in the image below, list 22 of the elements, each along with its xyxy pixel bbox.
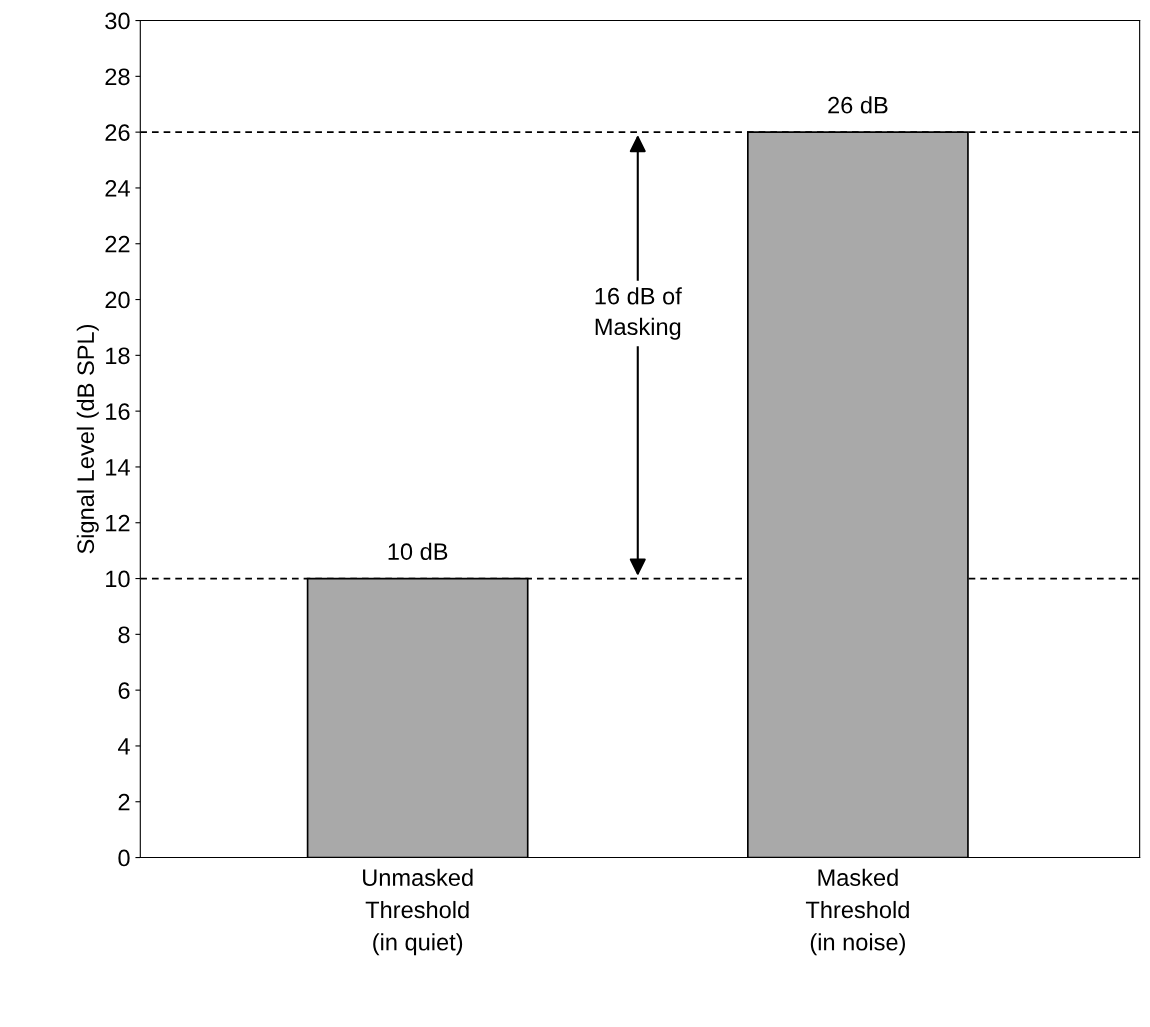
y-tick-label: 0 xyxy=(118,849,130,867)
y-tick-label: 18 xyxy=(106,347,130,365)
x-tick-label: Unmasked Threshold (in quiet) xyxy=(363,868,473,956)
y-tick-label: 20 xyxy=(105,291,130,309)
y-tick-label: 8 xyxy=(118,626,130,644)
y-tick-label: 30 xyxy=(105,12,130,30)
data-label: 10 dB xyxy=(388,542,448,560)
y-tick-label: 24 xyxy=(105,180,130,197)
y-tick-label: 2 xyxy=(118,793,130,811)
y-tick-label: 26 xyxy=(105,124,130,141)
y-tick-label: 28 xyxy=(105,68,130,86)
y-tick-label: 14 xyxy=(106,459,130,476)
y-tick-label: 16 xyxy=(106,403,130,420)
y-tick-label: 12 xyxy=(106,514,130,532)
data-label: 26 dB xyxy=(828,96,888,114)
y-tick-label: 6 xyxy=(118,682,130,699)
y-tick-label: 22 xyxy=(105,235,130,253)
y-axis-title: Signal Level (dB SPL) xyxy=(76,325,99,554)
y-tick-label: 10 xyxy=(106,570,130,588)
x-tick-label: Masked Threshold (in noise) xyxy=(805,868,909,956)
annotation: 16 dB of Masking xyxy=(595,287,682,340)
y-tick-label: 4 xyxy=(117,738,130,755)
